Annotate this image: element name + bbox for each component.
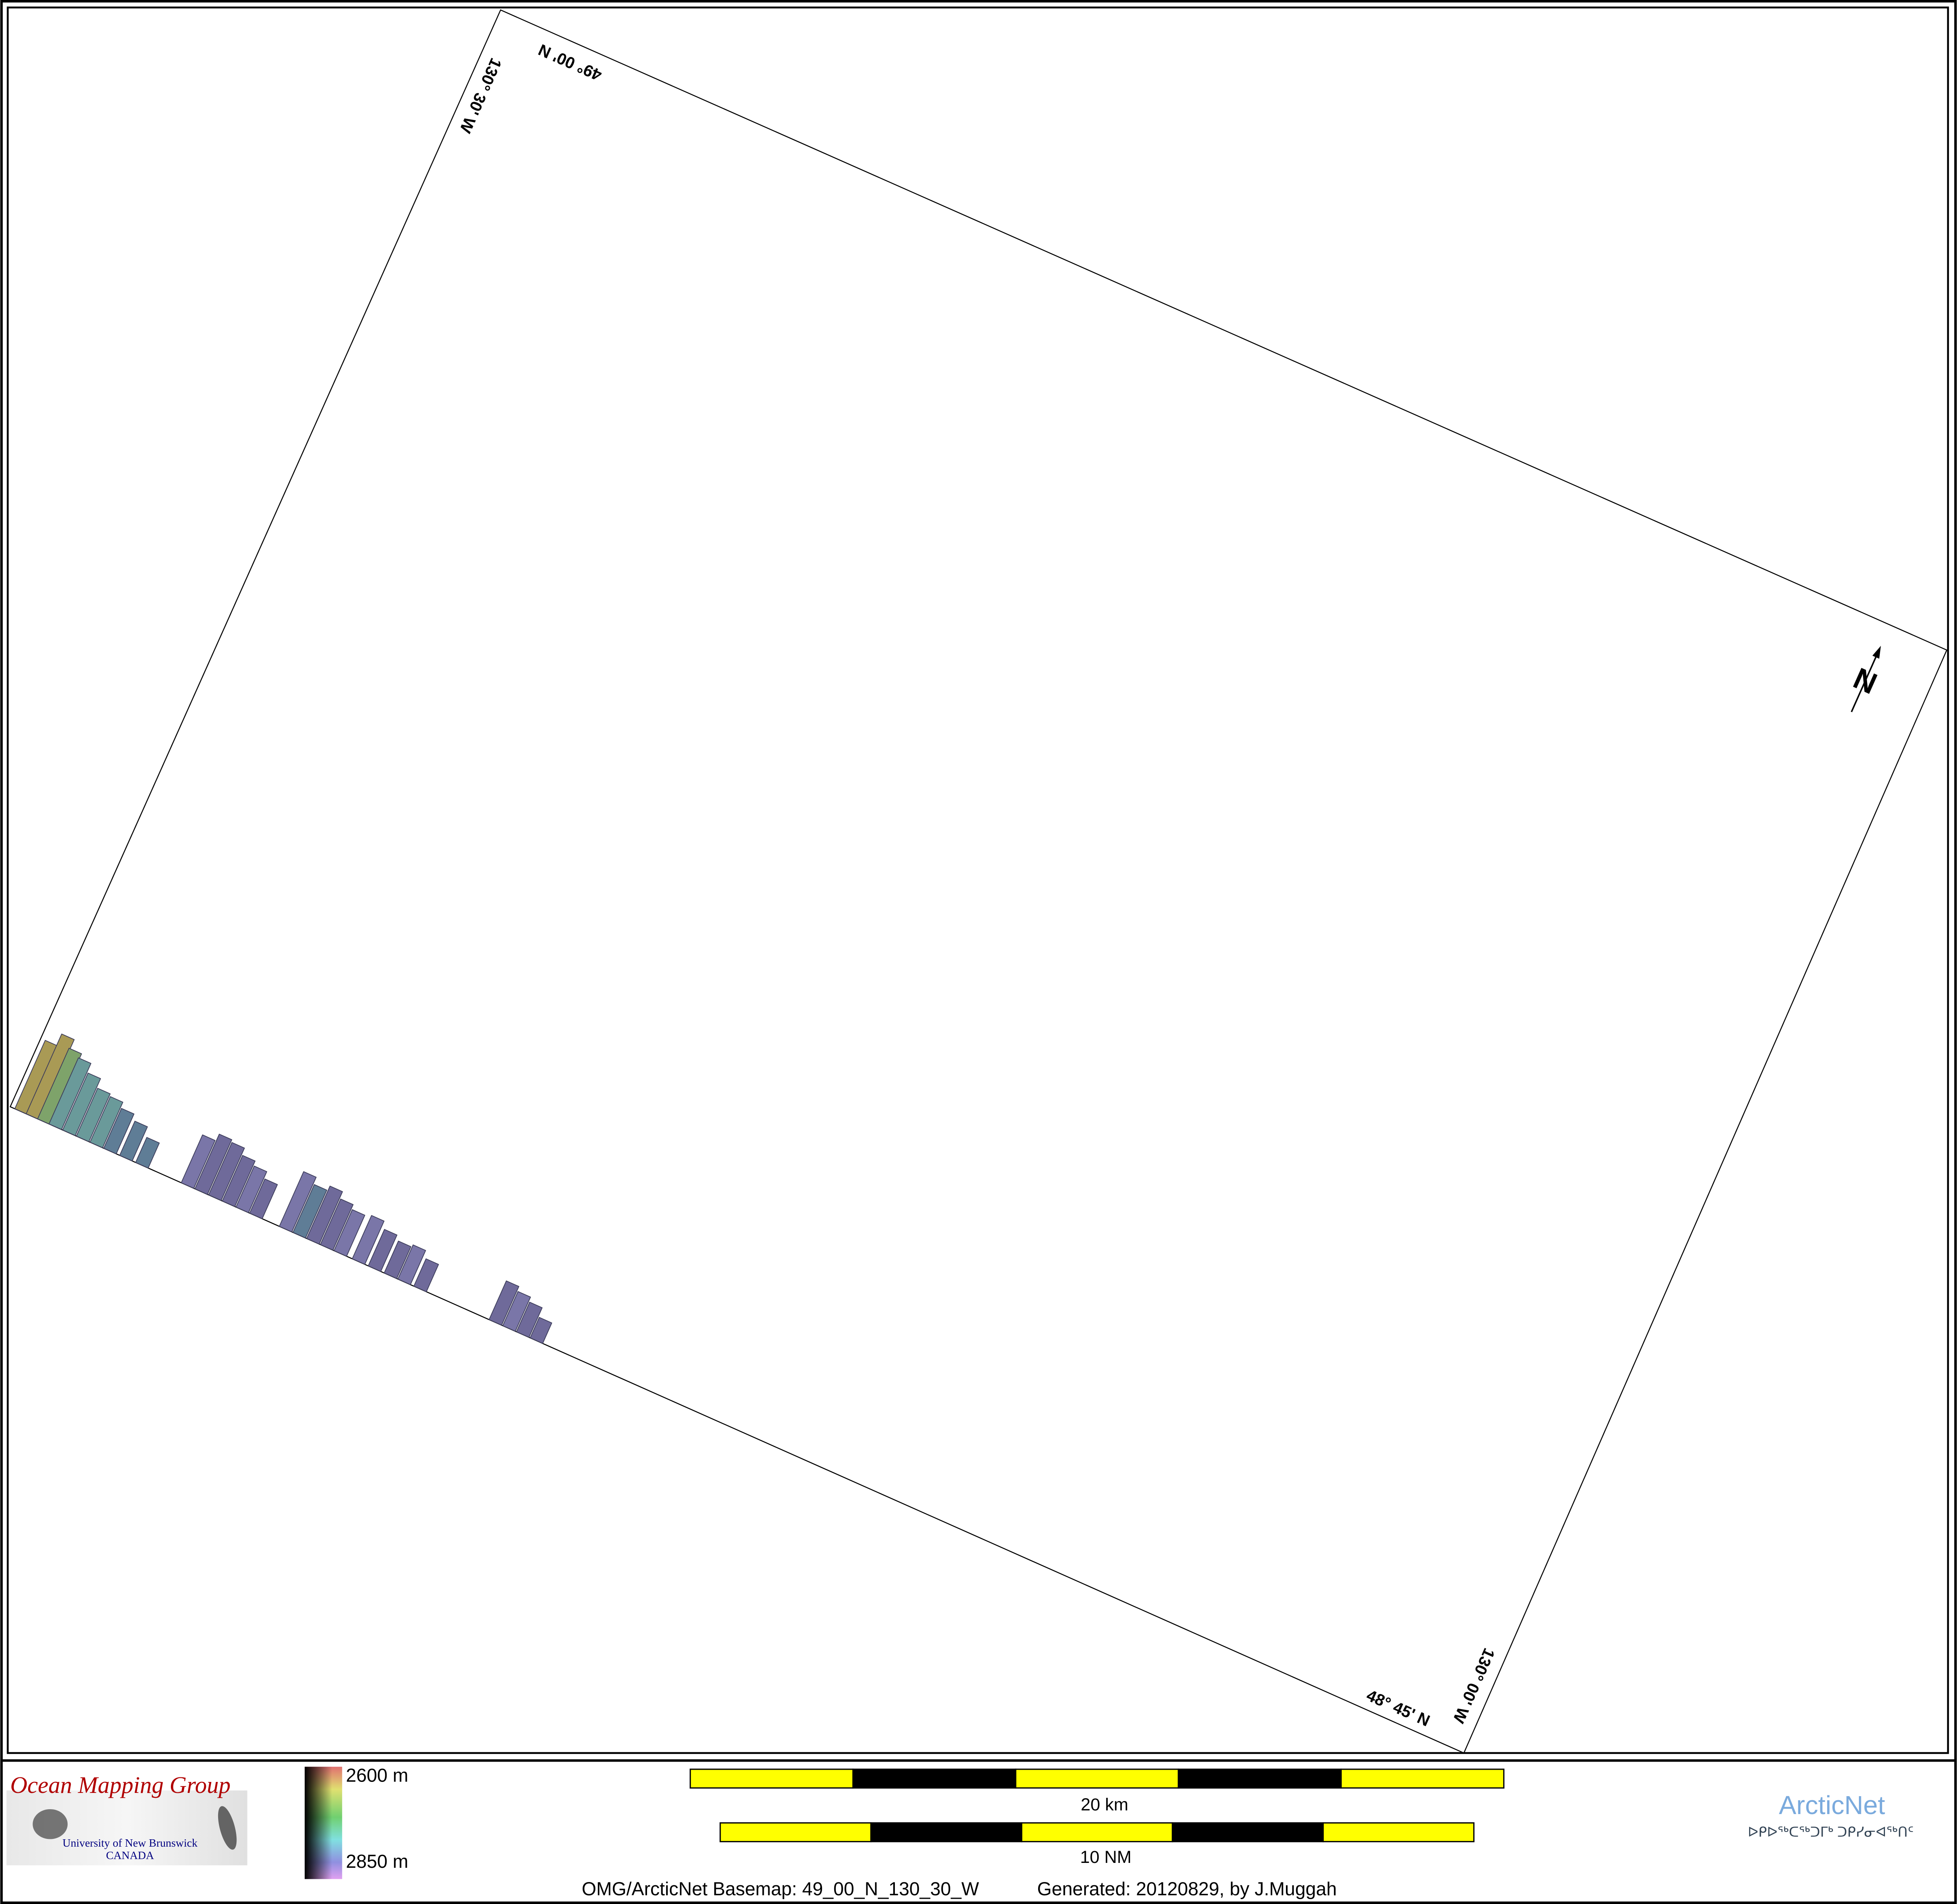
arcticnet-wordmark: ArcticNet	[1779, 1790, 1885, 1820]
bathymetry-swath	[529, 1317, 552, 1344]
bathymetry-swath	[26, 1034, 75, 1120]
bathymetry-swath	[103, 1108, 135, 1154]
bathymetry-swath	[397, 1244, 426, 1285]
scale-segment	[1172, 1822, 1324, 1843]
bathymetry-swath	[333, 1209, 365, 1257]
map-frame	[9, 9, 1948, 1754]
bathymetry-swath	[293, 1184, 328, 1239]
logo-country: CANADA	[106, 1849, 154, 1862]
scale-km-label: 20 km	[1081, 1795, 1128, 1814]
bathymetry-swath	[62, 1073, 101, 1136]
bathymetry-swath	[48, 1057, 92, 1130]
scale-segment	[689, 1768, 854, 1789]
scale-segment	[1015, 1768, 1179, 1789]
scale-segment	[1178, 1768, 1342, 1789]
scale-segment	[1021, 1822, 1173, 1843]
scale-bar-km	[689, 1768, 1504, 1789]
bathymetry-swath	[90, 1096, 123, 1148]
depth-min-label: 2600 m	[346, 1765, 408, 1786]
bathymetry-swath	[352, 1215, 385, 1265]
logo-title: Ocean Mapping Group	[10, 1772, 230, 1798]
bathymetry-swath	[195, 1134, 232, 1195]
bathymetry-swath	[413, 1258, 439, 1292]
arcticnet-logo: ArcticNet ᐅᑭᐅᖅᑕᖅᑐᒥᒃ ᑐᑭᓯᓂᐊᖅᑎᑦ	[1748, 1790, 1914, 1840]
label-top-lon: 130° 30' W	[456, 55, 505, 136]
bathymetry-coverage	[14, 1034, 552, 1344]
bathymetry-swath	[367, 1229, 398, 1272]
bathymetry-swath	[119, 1121, 148, 1161]
bathymetry-swath	[135, 1137, 160, 1169]
north-arrow-label: N	[1849, 661, 1882, 700]
footer-generated: Generated: 20120829, by J.Muggah	[1037, 1878, 1337, 1900]
bathymetry-swath	[37, 1047, 82, 1125]
bathymetry-swath	[502, 1291, 531, 1332]
bathymetry-swath	[320, 1198, 354, 1251]
label-top-lat: 49° 00' N	[536, 40, 605, 84]
bathymetry-swath	[249, 1178, 278, 1219]
bathymetry-swath	[306, 1185, 343, 1245]
bathymetry-swath	[279, 1171, 317, 1233]
footer-basemap: OMG/ArcticNet Basemap: 49_00_N_130_30_W	[582, 1878, 979, 1900]
map-panel-border	[7, 7, 1949, 1754]
logo-subtitle: University of New Brunswick	[63, 1836, 198, 1849]
arcticnet-syllabics: ᐅᑭᐅᖅᑕᖅᑐᒥᒃ ᑐᑭᓯᓂᐊᖅᑎᑦ	[1748, 1824, 1914, 1840]
scale-nm-label: 10 NM	[1080, 1847, 1131, 1867]
bathymetry-swath	[516, 1302, 543, 1338]
omg-logo: Ocean Mapping Group University of New Br…	[6, 1772, 247, 1865]
bathymetry-swath	[488, 1280, 519, 1326]
scale-segment	[1340, 1768, 1504, 1789]
bathymetry-swath	[222, 1155, 256, 1207]
scale-segment	[870, 1822, 1023, 1843]
north-arrow-icon: N	[1849, 646, 1882, 713]
bathymetry-swath	[235, 1165, 267, 1213]
depth-max-label: 2850 m	[346, 1851, 408, 1872]
scale-bar-nm	[719, 1822, 1475, 1843]
label-bottom-lon: 130° 00' W	[1449, 1646, 1498, 1726]
scale-segment	[852, 1768, 1017, 1789]
scale-segment	[719, 1822, 872, 1843]
bathymetry-swath	[181, 1134, 216, 1189]
bathymetry-swath	[208, 1142, 245, 1201]
depth-colorbar: 2600 m 2850 m	[304, 1765, 408, 1879]
bathymetry-swath	[76, 1088, 111, 1142]
scale-segment	[1322, 1822, 1475, 1843]
bathymetry-swath	[384, 1240, 411, 1279]
